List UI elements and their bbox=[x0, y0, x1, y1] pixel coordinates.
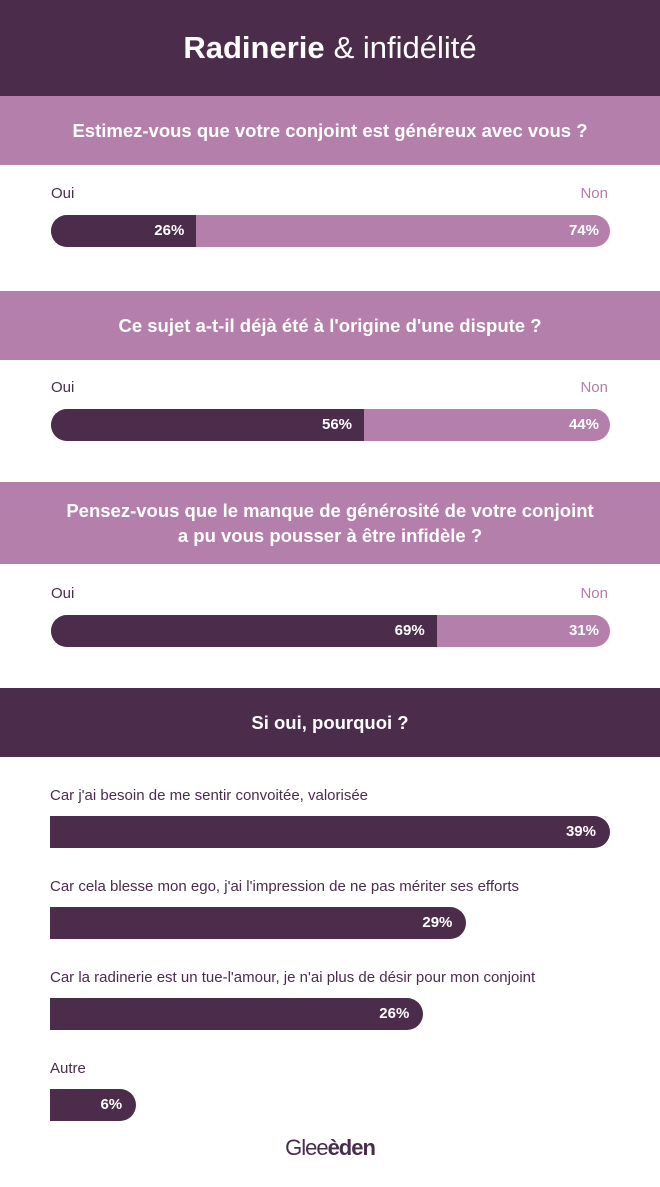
reason-4-bar: 6% bbox=[50, 1089, 137, 1121]
q2-oui-value: 56% bbox=[322, 416, 353, 433]
q3-oui-value: 69% bbox=[394, 622, 425, 639]
reason-4-value: 6% bbox=[100, 1096, 123, 1113]
q3-oui-fill bbox=[51, 615, 437, 647]
reason-2-value: 29% bbox=[422, 914, 453, 931]
q1-oui-label: Oui bbox=[51, 185, 75, 202]
q2-non-label: Non bbox=[580, 379, 608, 396]
q3-non-label: Non bbox=[580, 585, 608, 602]
question-1-title: Estimez-vous que votre conjoint est géné… bbox=[72, 120, 588, 141]
reasons-title: Si oui, pourquoi ? bbox=[251, 712, 409, 733]
question-2-title: Ce sujet a-t-il déjà été à l'origine d'u… bbox=[118, 315, 542, 336]
reason-3-value: 26% bbox=[379, 1005, 410, 1022]
question-1-band: Estimez-vous que votre conjoint est géné… bbox=[0, 96, 660, 165]
reason-1-label: Car j'ai besoin de me sentir convoitée, … bbox=[50, 787, 369, 804]
q1-oui-value: 26% bbox=[154, 222, 185, 239]
logo-part-2: èden bbox=[327, 1135, 376, 1160]
q3-bar: 69% 31% bbox=[51, 615, 610, 647]
question-3-title-line-1: Pensez-vous que le manque de générosité … bbox=[66, 500, 594, 521]
question-2-band: Ce sujet a-t-il déjà été à l'origine d'u… bbox=[0, 291, 660, 360]
reason-2-bar: 29% bbox=[50, 907, 467, 939]
q3-oui-label: Oui bbox=[51, 585, 75, 602]
page-title-rest: & infidélité bbox=[333, 30, 477, 65]
gleeden-logo: Gleeèden bbox=[0, 1135, 660, 1161]
q1-oui-fill bbox=[51, 215, 197, 247]
reason-4-label: Autre bbox=[50, 1060, 86, 1077]
question-3-title-line-2: a pu vous pousser à être infidèle ? bbox=[177, 525, 483, 546]
q2-bar: 56% 44% bbox=[51, 409, 610, 441]
q1-bar: 26% 74% bbox=[51, 215, 610, 247]
reason-3-label: Car la radinerie est un tue-l'amour, je … bbox=[50, 969, 536, 986]
reason-1-bar: 39% bbox=[50, 816, 610, 848]
page-title-bold: Radinerie bbox=[183, 30, 325, 65]
question-3-band: Pensez-vous que le manque de générosité … bbox=[0, 482, 660, 564]
q3-non-value: 31% bbox=[568, 622, 599, 639]
q1-non-label: Non bbox=[580, 185, 608, 202]
reason-3-bar: 26% bbox=[50, 998, 424, 1030]
reasons-band: Si oui, pourquoi ? bbox=[0, 688, 660, 757]
logo-part-1: Glee bbox=[285, 1135, 328, 1160]
q1-non-value: 74% bbox=[568, 222, 599, 239]
q2-oui-label: Oui bbox=[51, 379, 75, 396]
q2-non-value: 44% bbox=[568, 416, 599, 433]
reason-2-label: Car cela blesse mon ego, j'ai l'impressi… bbox=[50, 878, 519, 895]
reason-1-value: 39% bbox=[565, 823, 596, 840]
q2-oui-fill bbox=[51, 409, 365, 441]
header: Radinerie & infidélité bbox=[0, 0, 660, 96]
